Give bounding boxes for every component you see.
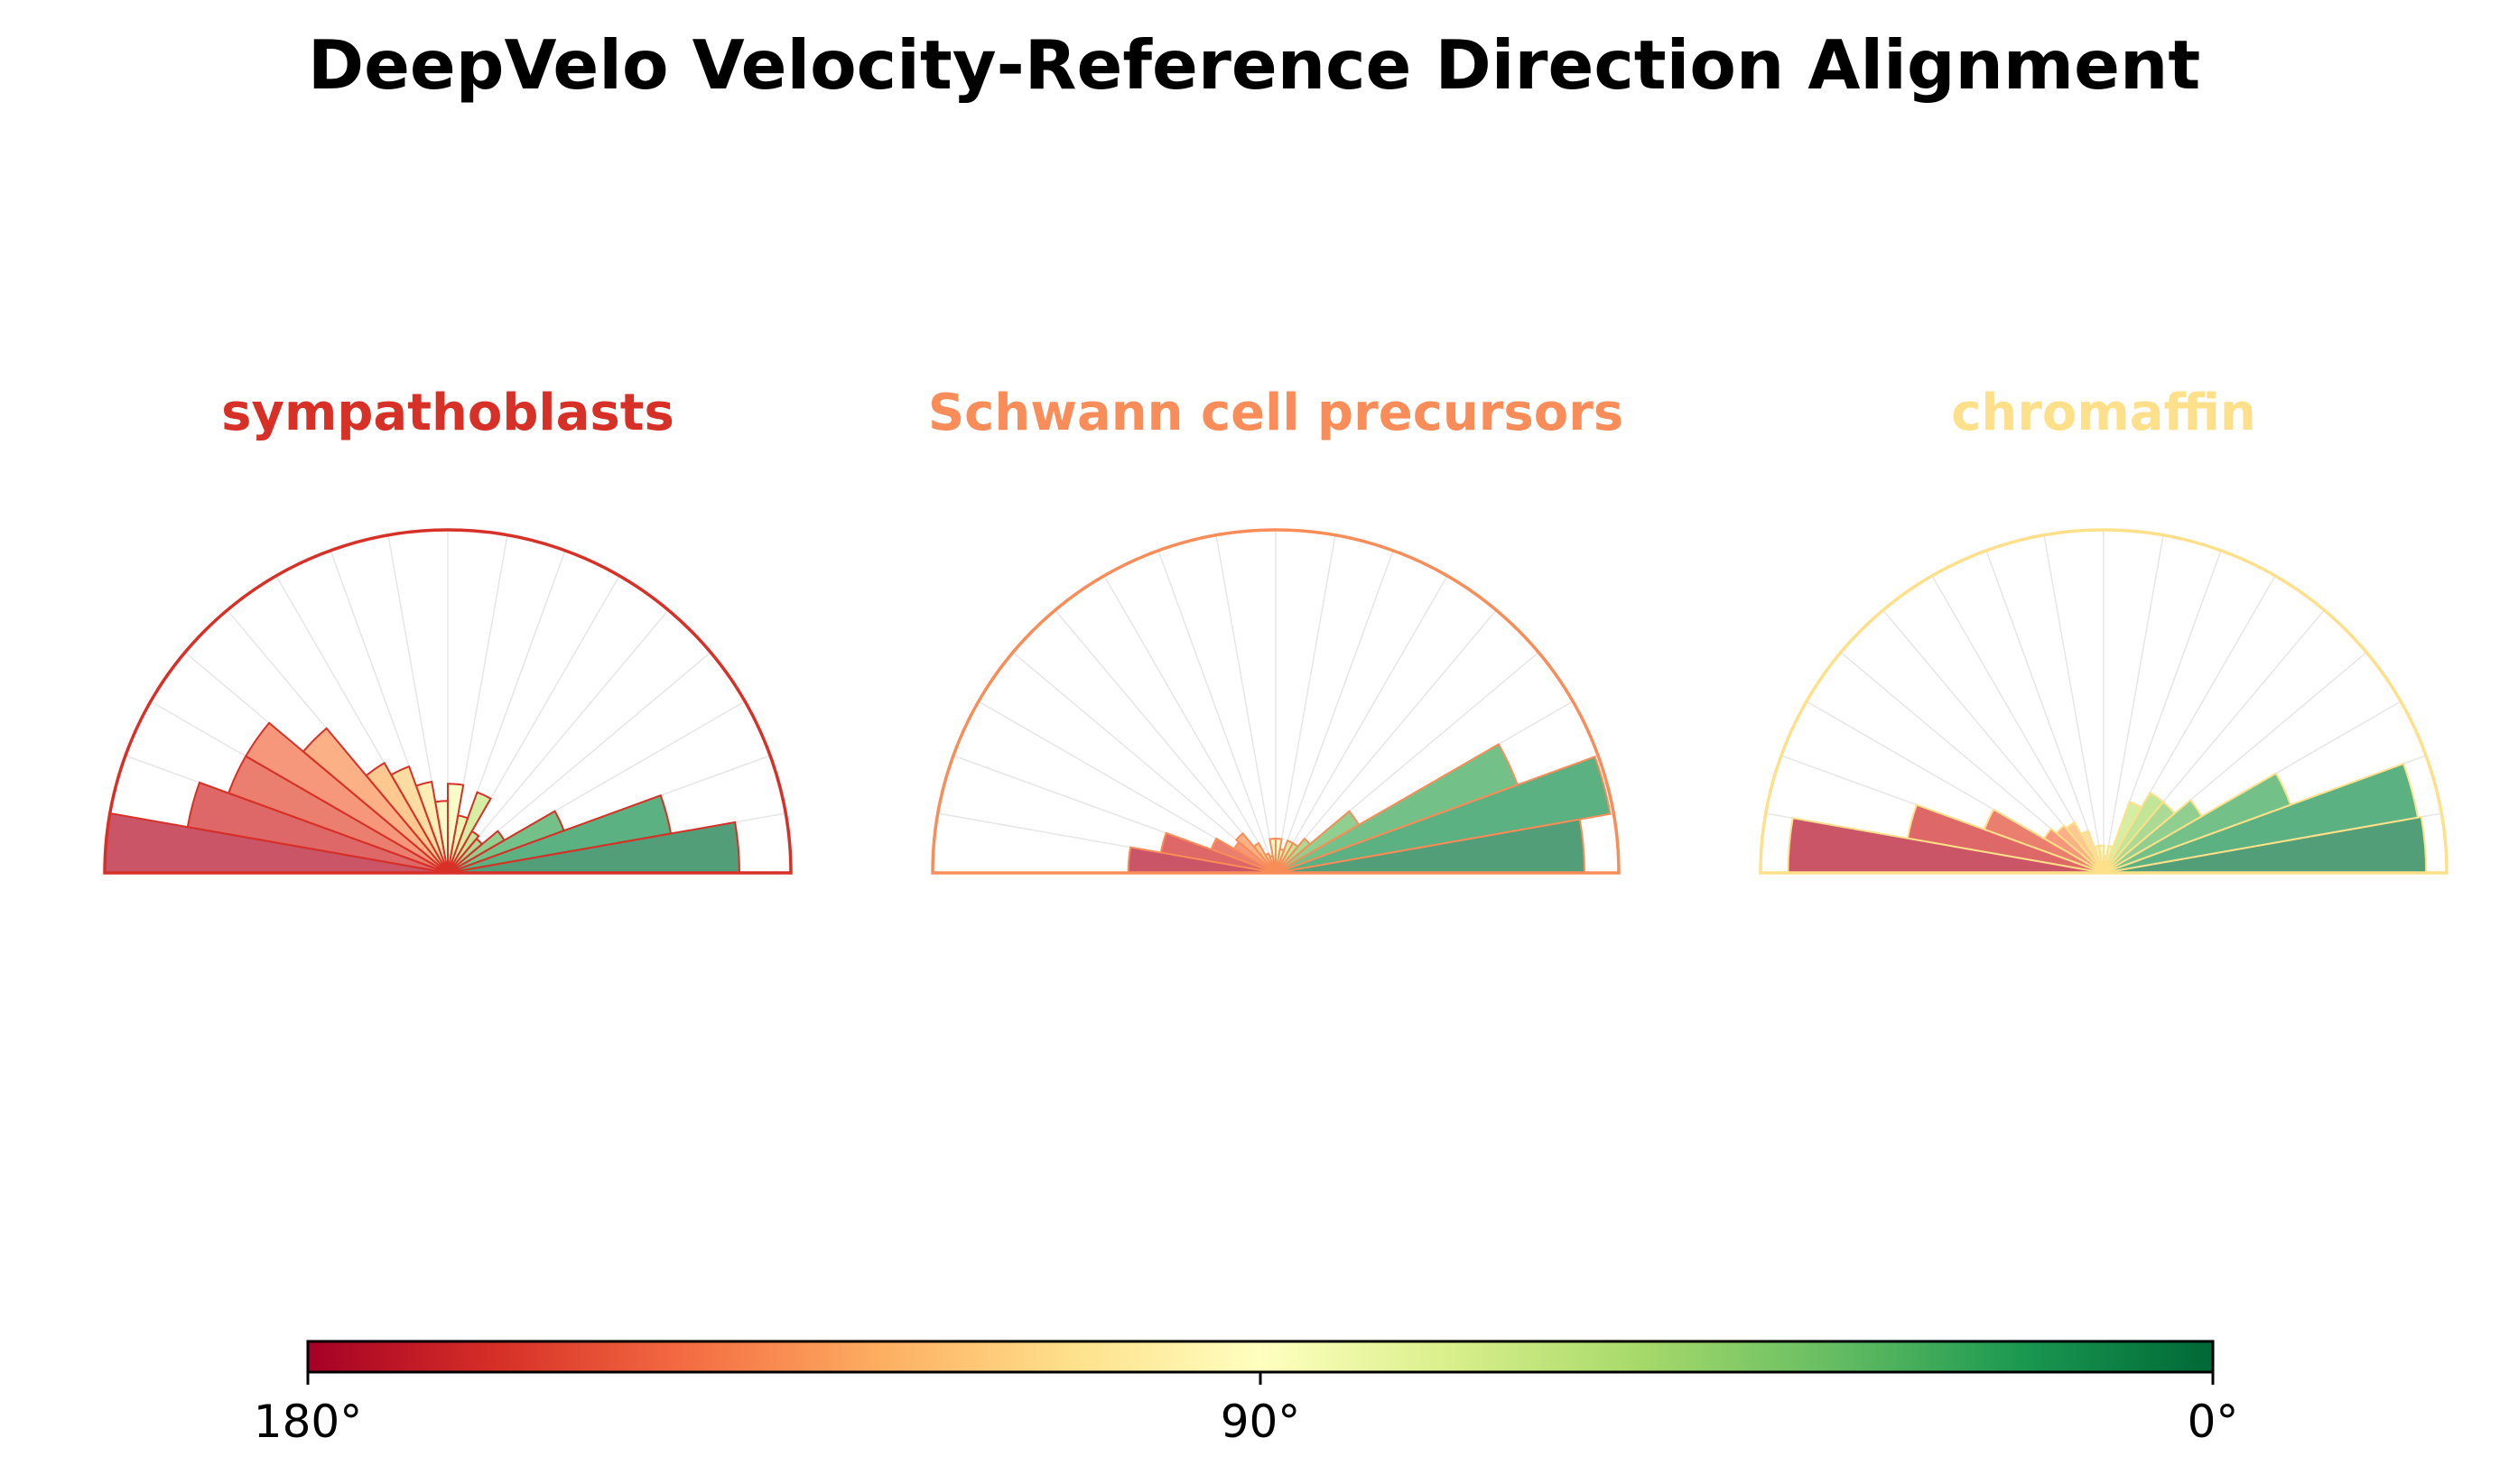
polar-bar-75 [2103,844,2114,874]
polar-bar-135 [1234,831,1277,874]
grid-line [1985,550,2105,874]
grid-line [2043,534,2105,874]
polar-frame [1759,528,2449,875]
polar-panel-2: Schwann cell precursors [928,384,1623,875]
panel-title: Schwann cell precursors [928,384,1623,442]
panel-title: sympathoblasts [221,384,674,442]
polar-bar-25 [2103,772,2292,874]
grid-line [1215,534,1277,874]
figure-title: DeepVelo Velocity-Reference Direction Al… [308,25,2200,105]
grid-line [1275,550,1394,874]
grid-line [1103,575,1277,874]
grid-line [1275,534,1336,874]
colorbar-tick-label: 0° [2188,1396,2239,1448]
polar-bar-65 [447,791,492,874]
polar-bar-55 [2103,791,2165,874]
polar-bar-15 [1275,756,1612,874]
polar-bar-35 [1275,810,1361,874]
polar-panel-1: sympathoblasts [103,384,793,875]
polar-bar-45 [1275,837,1312,874]
grid-line [447,609,669,874]
grid-line [1275,575,1448,874]
panel-title: chromaffin [1951,384,2256,442]
colorbar: 180° 90° 0° [254,1340,2239,1448]
polar-bar-25 [447,810,565,874]
colorbar-tick-label: 90° [1221,1396,1301,1448]
grid-line [1275,609,1497,874]
grid-line [1055,609,1277,874]
polar-bar-65 [2103,801,2143,874]
polar-bar-85 [447,783,465,874]
polar-panel-3: chromaffin [1759,384,2449,875]
polar-bar-15 [2103,762,2420,874]
polar-frame [931,528,1621,875]
polar-bar-35 [447,830,506,874]
grid-line [2103,534,2164,874]
grid-line [1012,652,1277,874]
colorbar-bar [306,1340,2215,1374]
polar-bar-65 [1275,839,1295,874]
polar-bar-35 [2103,798,2203,874]
colorbar-tick-label: 180° [254,1396,362,1448]
polar-frame [103,528,793,875]
grid-line [1157,550,1277,874]
polar-panels: sympathoblasts Schwann cell precursors chr… [103,384,2449,875]
polar-bar-25 [1275,743,1519,874]
